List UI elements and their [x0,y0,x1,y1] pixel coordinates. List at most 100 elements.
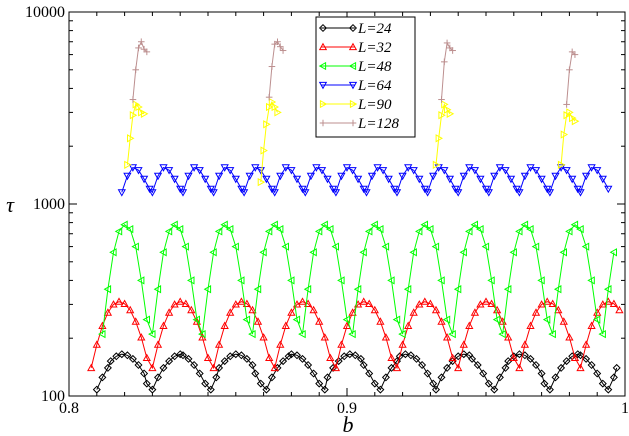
data-point [248,329,256,339]
data-point [226,352,235,361]
data-point [270,189,279,197]
data-point [220,220,228,229]
data-point [226,308,235,316]
data-point [124,160,132,169]
legend: L=24 L=32 L=48 L=64 L=90 L=128 [315,16,416,138]
series-line [132,40,576,105]
data-point [184,354,193,363]
data-point [453,285,462,294]
data-point [384,175,393,184]
data-point [604,185,613,194]
data-point [178,189,188,197]
data-point [253,317,263,325]
data-point [268,63,276,70]
data-point [504,333,513,341]
data-point [429,172,438,181]
data-point [153,340,163,348]
data-point [159,248,167,257]
data-point [392,363,402,372]
data-point [189,164,199,172]
data-point [612,363,621,372]
data-point [342,315,351,324]
data-point [337,340,346,348]
data-point [376,317,385,325]
legend-entry: L=64 [318,78,392,94]
series-L=90 [124,97,580,187]
legend-marker [318,23,328,33]
data-point [140,369,149,378]
data-point [127,134,135,143]
data-point [568,48,576,56]
data-point [353,285,362,294]
data-point [170,300,179,308]
data-point [415,300,424,308]
data-point [465,164,474,172]
data-point [265,93,273,101]
data-point [201,379,210,388]
legend-label: L=128 [357,116,399,132]
legend-marker [349,119,357,127]
series-L=64 [117,164,613,197]
data-point [566,108,574,117]
data-point [214,340,224,348]
data-point [298,354,307,363]
data-point [598,379,607,388]
data-point [292,175,302,184]
data-point [281,321,290,329]
data-point [520,172,530,181]
data-point [470,220,478,229]
data-point [442,315,451,324]
data-point [267,373,276,382]
x-tick-label: 1 [621,400,629,417]
data-point [262,385,271,394]
x-axis-label: b [343,412,354,436]
data-point [515,227,523,236]
series-line [121,166,609,194]
data-point [438,96,445,103]
data-point [242,354,251,363]
data-point [143,48,151,56]
data-point [540,379,549,388]
data-point [303,285,312,294]
data-point [420,220,428,229]
data-point [253,285,262,294]
data-point [164,167,174,175]
data-point [557,363,566,372]
y-tick-label: 1000 [33,196,65,213]
data-point [112,352,121,361]
data-point [353,175,363,184]
data-point [429,379,438,388]
data-point [459,172,468,181]
data-point [490,172,499,181]
data-point [565,333,574,341]
data-point [592,315,601,324]
data-point [287,276,295,285]
data-point [270,220,278,229]
data-point [570,353,580,361]
data-point [298,329,306,339]
data-point [479,369,488,378]
data-point [287,350,296,359]
data-point [559,317,568,325]
data-point [298,185,307,194]
data-point [571,117,580,126]
data-point [359,297,368,305]
data-point [120,299,129,307]
data-point [206,385,215,394]
data-point [348,329,356,339]
data-point [320,333,329,341]
data-point [309,305,318,314]
data-point [545,385,554,394]
data-point [137,333,146,341]
data-point [481,297,491,305]
x-tick-label: 0.9 [337,400,357,417]
data-point [431,385,441,394]
data-point [274,108,282,117]
data-point [559,248,567,257]
data-point [576,351,585,360]
data-point [134,167,143,175]
data-point [593,167,602,175]
series-L=24 [92,350,621,394]
data-point [395,352,404,361]
data-point [381,242,390,251]
